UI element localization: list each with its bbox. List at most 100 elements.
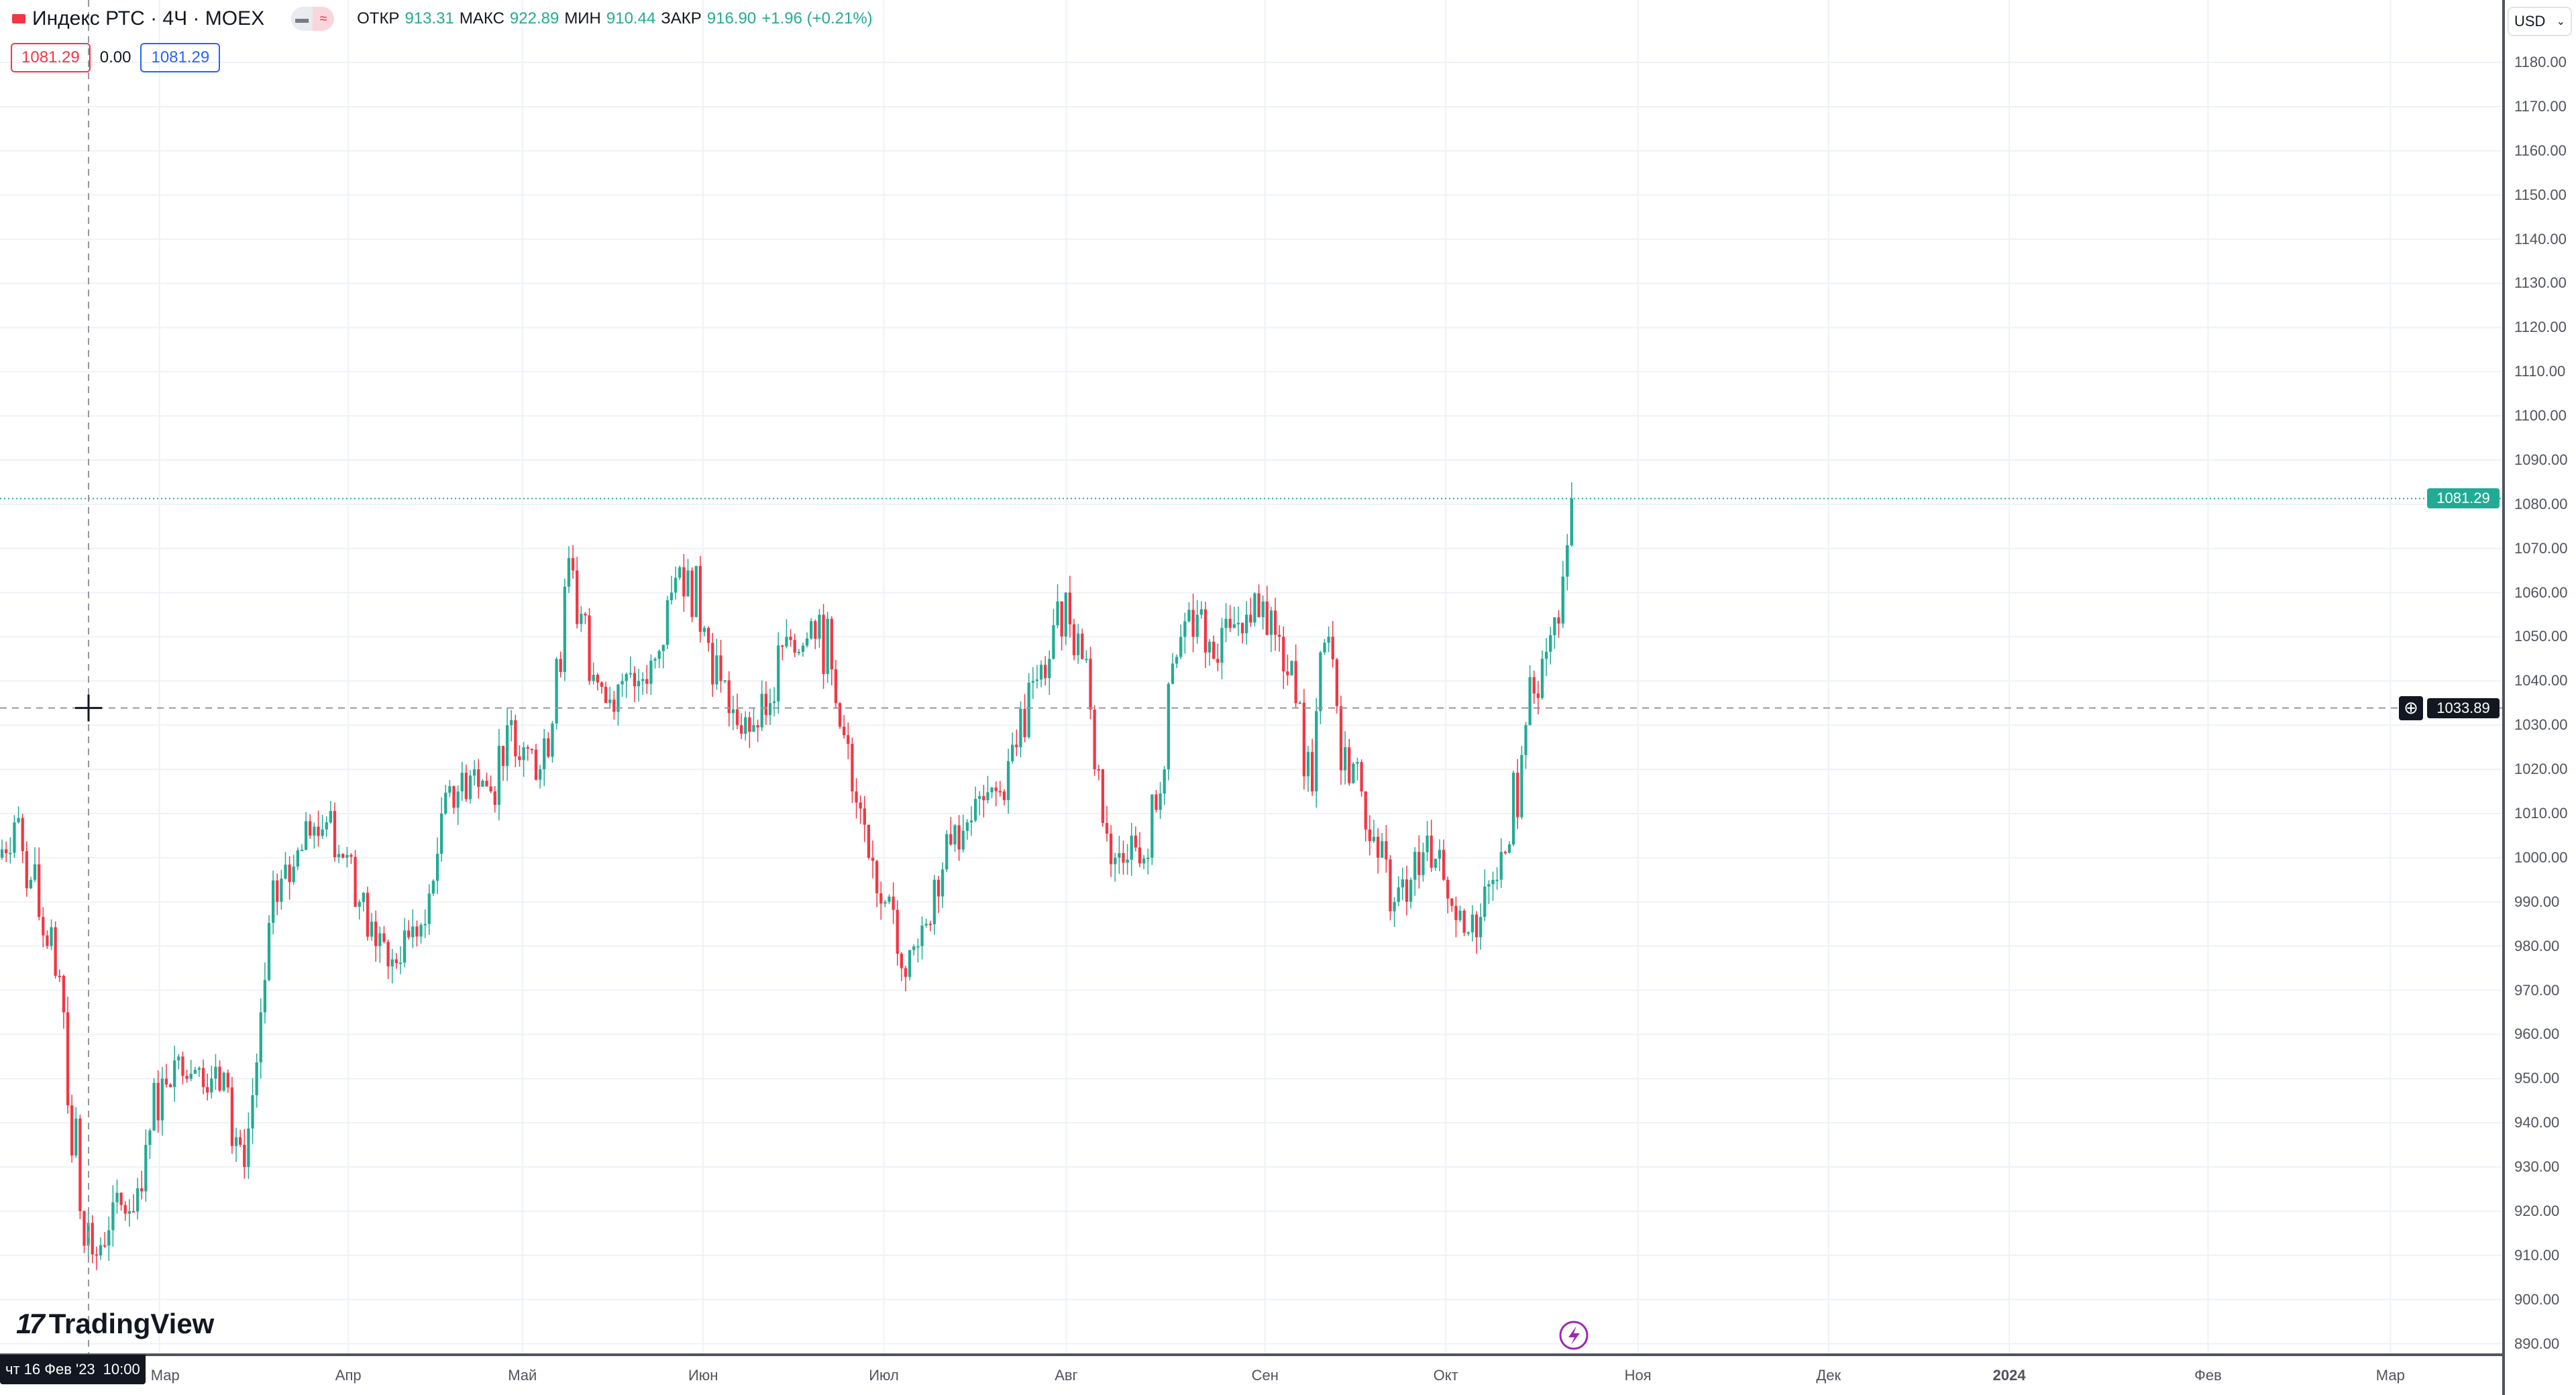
candle-body <box>965 822 969 831</box>
candle-body <box>576 570 579 624</box>
candle-body <box>411 926 415 938</box>
indicator-toggle[interactable]: ▬ ≈ <box>291 7 335 31</box>
candle-body <box>674 577 678 593</box>
candle-body <box>17 818 20 823</box>
candle-body <box>1376 836 1380 858</box>
sell-button[interactable]: 1081.29 <box>11 43 91 72</box>
candle-body <box>1438 850 1442 859</box>
candle-body <box>686 570 690 597</box>
candle-body <box>74 1118 78 1156</box>
add-plus-icon[interactable]: ⊕ <box>2399 695 2423 720</box>
chart-legend: Индекс РТС · 4Ч · MOEX ▬ ≈ ОТКР 913.31 МА… <box>12 7 873 31</box>
candle-body <box>210 1078 213 1093</box>
candle-body <box>633 673 637 687</box>
high-label: МАКС <box>459 9 504 27</box>
candle-body <box>251 1095 254 1129</box>
time-axis[interactable]: Мар Апр Май Июн Июл Авг Сен Окт Ноя Дек 2024 Фев Мар <box>0 1353 2502 1395</box>
candle-body <box>723 680 727 682</box>
time-tick-label: Июл <box>869 1367 899 1384</box>
candle-body <box>534 749 538 780</box>
currency-select[interactable]: USD ⌄ <box>2508 7 2572 36</box>
candle-body <box>103 1245 107 1247</box>
candle-body <box>460 773 464 792</box>
candle-body <box>781 645 784 647</box>
candle-body <box>1212 641 1216 659</box>
chevron-down-icon: ⌄ <box>2556 16 2565 27</box>
symbol-title[interactable]: Индекс РТС · 4Ч · MOEX <box>32 7 265 30</box>
candle-body <box>292 867 295 883</box>
wave-icon[interactable]: ≈ <box>313 7 335 31</box>
candle-body <box>1150 794 1154 858</box>
candle-body <box>1278 634 1281 637</box>
candle-body <box>259 1012 262 1063</box>
candle-body <box>706 628 710 643</box>
candle-body <box>538 769 542 780</box>
candle-body <box>481 781 484 787</box>
price-chart[interactable] <box>0 0 2502 1355</box>
candle-body <box>1331 636 1334 660</box>
price-tick-label: 1150.00 <box>2514 186 2567 203</box>
candle-body <box>66 1012 70 1106</box>
candle-body <box>735 709 739 726</box>
candle-body <box>908 950 912 977</box>
candle-body <box>1405 879 1409 902</box>
price-axis[interactable]: 1180.00 1170.00 1160.00 1150.00 1140.00 1130.… <box>2502 0 2576 1395</box>
price-tick-label: 980.00 <box>2514 937 2560 954</box>
candle-body <box>390 959 394 966</box>
candle-body <box>407 930 411 938</box>
candle-body <box>9 852 12 854</box>
candle-body <box>1273 610 1277 635</box>
candle-body <box>50 927 53 946</box>
candle-body <box>1298 702 1301 704</box>
candle-body <box>1035 679 1039 681</box>
candle-body <box>464 773 468 799</box>
candle-body <box>1240 622 1244 634</box>
candle-body <box>25 851 28 889</box>
candle-body <box>978 795 981 799</box>
candle-body <box>1122 853 1125 863</box>
candle-body <box>152 1082 156 1131</box>
buy-button[interactable]: 1081.29 <box>140 43 221 72</box>
candle-body <box>621 681 624 685</box>
candle-body <box>29 879 33 889</box>
candle-body <box>1261 601 1265 618</box>
candle-body <box>1372 836 1376 842</box>
candle-body <box>555 659 558 724</box>
candle-body <box>1265 601 1269 635</box>
candle-body <box>1155 794 1158 810</box>
candle-body <box>571 558 575 571</box>
price-tick-label: 930.00 <box>2514 1158 2560 1175</box>
candle-body <box>127 1211 131 1214</box>
lightning-icon[interactable] <box>1559 1321 1589 1350</box>
russia-flag-icon <box>12 14 25 23</box>
candle-body <box>378 933 382 946</box>
candle-body <box>616 684 620 712</box>
candle-body <box>945 834 949 870</box>
price-tick-label: 950.00 <box>2514 1070 2560 1087</box>
candle-body <box>173 1060 176 1087</box>
candle-body <box>1236 622 1240 624</box>
price-tick-label: 1020.00 <box>2514 761 2568 778</box>
candle-body <box>370 922 374 937</box>
tradingview-logo[interactable]: 17 TradingView <box>16 1308 214 1340</box>
candle-body <box>785 636 788 647</box>
candle-body <box>896 909 899 954</box>
candle-body <box>296 850 300 867</box>
candle-body <box>1105 823 1109 834</box>
change-value: +1.96 (+0.21%) <box>761 9 873 27</box>
candle-body <box>1245 614 1248 634</box>
candle-body <box>123 1205 127 1214</box>
time-tick-label: Окт <box>1433 1367 1458 1384</box>
candle-body <box>814 621 817 639</box>
candle-body <box>604 686 608 704</box>
candle-body <box>1142 858 1146 864</box>
minus-icon[interactable]: ▬ <box>291 7 313 31</box>
candle-body <box>949 834 953 845</box>
candle-body <box>1138 847 1142 864</box>
price-tick-label: 1180.00 <box>2514 54 2567 71</box>
candle-body <box>1495 879 1499 881</box>
candle-body <box>855 791 858 803</box>
candle-body <box>1335 659 1339 706</box>
candle-body <box>661 645 665 651</box>
candle-body <box>300 849 304 851</box>
